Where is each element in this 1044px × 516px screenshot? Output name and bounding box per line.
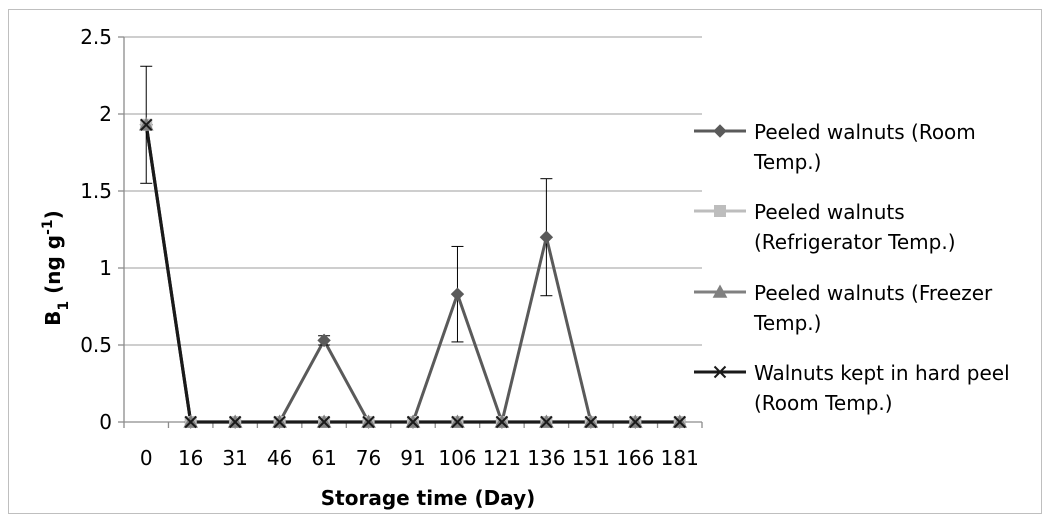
data-point-series-1	[450, 287, 465, 301]
legend-label: (Refrigerator Temp.)	[754, 230, 956, 254]
legend-marker-square-icon	[714, 205, 726, 217]
data-point-series-4	[451, 415, 464, 429]
legend-label: (Room Temp.)	[754, 391, 893, 415]
data-point-series-4	[362, 415, 375, 429]
x-tick-label: 136	[527, 446, 565, 470]
x-tick-labels: 0 16 31 46 61 76 91 106 121 136 151 166 181	[140, 446, 699, 470]
gridlines	[124, 36, 702, 346]
y-tick-label: 0.5	[80, 333, 112, 357]
data-point-series-4	[184, 415, 197, 429]
x-tick-label: 166	[616, 446, 654, 470]
x-tick-label: 91	[400, 446, 425, 470]
chart-frame	[8, 9, 1042, 514]
series-line-4	[144, 124, 680, 424]
legend-entry-3: Peeled walnuts (Freezer Temp.)	[694, 281, 993, 335]
x-tick-label: 106	[438, 446, 476, 470]
data-point-series-4	[228, 415, 242, 429]
legend-entry-2: Peeled walnuts (Refrigerator Temp.)	[694, 200, 956, 254]
x-tick-label: 181	[661, 446, 699, 470]
x-tick-label: 46	[267, 446, 292, 470]
x-tick-label: 31	[222, 446, 247, 470]
legend-marker-x-icon	[713, 365, 727, 379]
legend-label: Temp.)	[753, 311, 821, 335]
legend-marker-diamond-icon	[713, 124, 727, 138]
y-tick-label: 0	[99, 410, 112, 434]
series-line-2	[144, 124, 680, 424]
data-point-series-4	[317, 415, 331, 429]
data-point-series-1	[317, 333, 331, 348]
legend-entry-1: Peeled walnuts (Room Temp.)	[694, 120, 976, 174]
data-point-series-4	[629, 415, 642, 429]
legend-label: Peeled walnuts (Freezer	[754, 281, 993, 305]
x-tick-label: 121	[483, 446, 521, 470]
data-point-series-1	[539, 230, 554, 244]
y-axis-title: B1 (ng g-1)	[40, 210, 72, 326]
series-markers	[138, 117, 688, 429]
data-point-series-4	[495, 415, 509, 429]
x-tick-label: 151	[572, 446, 610, 470]
y-tick-label: 1.5	[80, 179, 112, 203]
data-point-series-4	[584, 415, 598, 429]
series-line-1	[144, 124, 680, 424]
data-point-series-4	[140, 118, 153, 131]
y-tick-label: 1	[99, 256, 112, 280]
error-bars	[140, 65, 553, 346]
y-tick-label: 2	[99, 102, 112, 126]
x-tick-label: 16	[178, 446, 203, 470]
x-tick-label: 0	[140, 446, 153, 470]
legend-marker-triangle-icon	[712, 284, 728, 298]
x-axis-title: Storage time (Day)	[321, 486, 536, 510]
legend-label: Walnuts kept in hard peel	[754, 361, 1010, 385]
y-tick-labels: 0 0.5 1 1.5 2 2.5	[80, 25, 112, 434]
axes	[118, 36, 703, 428]
legend-label: Peeled walnuts	[754, 200, 905, 224]
series-line-3	[144, 124, 680, 424]
legend-entry-4: Walnuts kept in hard peel (Room Temp.)	[694, 361, 1010, 415]
legend-label: Peeled walnuts (Room	[754, 120, 976, 144]
legend-label: Temp.)	[753, 150, 821, 174]
x-tick-label: 61	[311, 446, 336, 470]
y-tick-label: 2.5	[80, 25, 112, 49]
data-point-series-4	[273, 415, 286, 429]
data-point-series-4	[406, 415, 420, 429]
series-lines	[144, 124, 680, 424]
x-tick-label: 76	[356, 446, 381, 470]
data-point-series-4	[540, 415, 553, 429]
data-point-series-4	[673, 415, 686, 429]
